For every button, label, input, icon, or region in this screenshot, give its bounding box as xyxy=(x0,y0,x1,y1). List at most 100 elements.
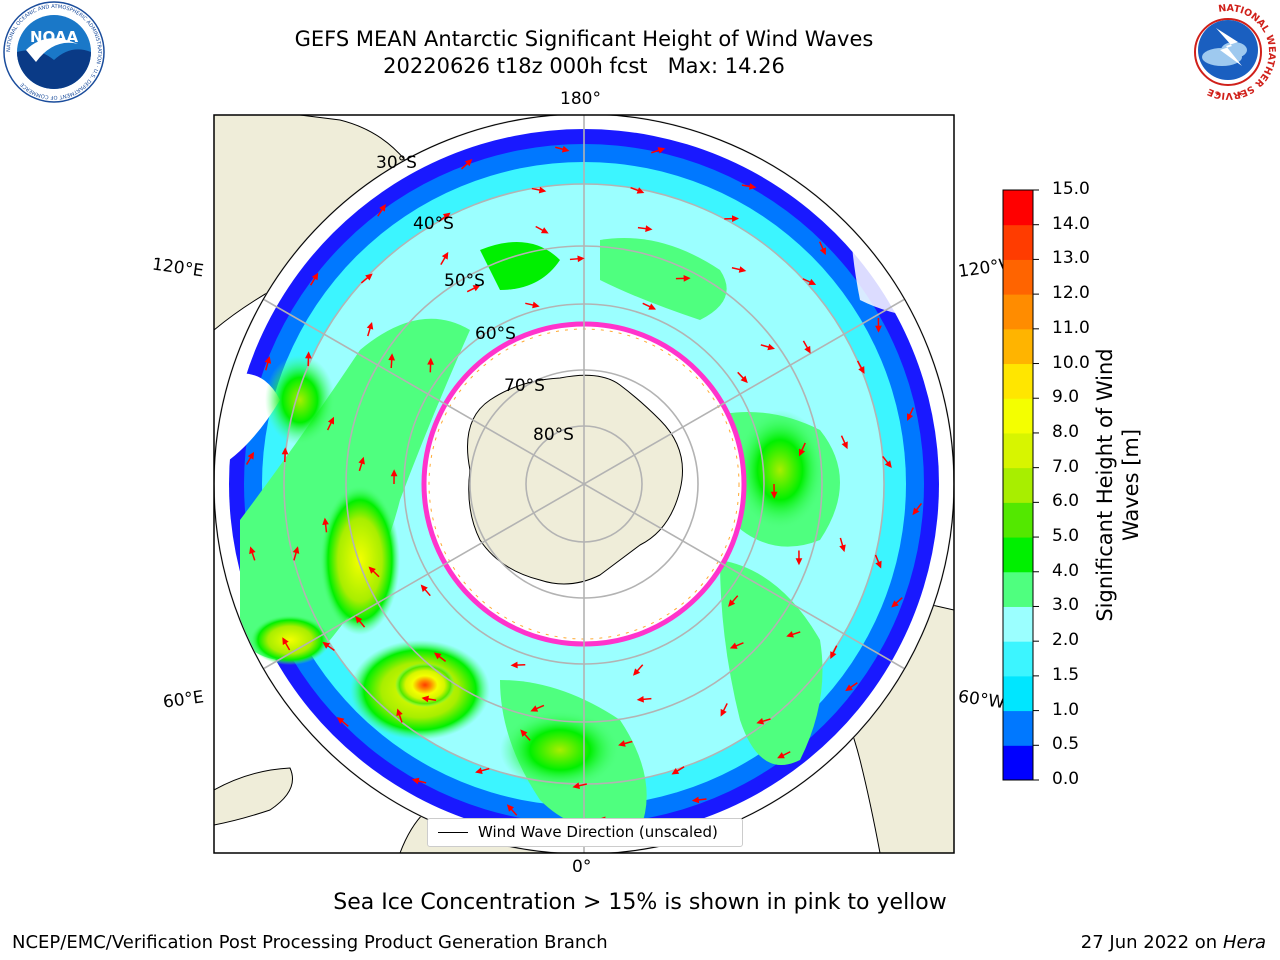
noaa-logo: NATIONAL OCEANIC AND ATMOSPHERIC ADMINIS… xyxy=(3,1,105,103)
wave-direction-arrowhead xyxy=(777,752,785,759)
wave-direction-arrowhead xyxy=(618,740,626,747)
colorbar-segment xyxy=(1003,363,1033,399)
lat-label-80s: 80°S xyxy=(533,425,574,445)
date-text: 27 Jun 2022 on Hera xyxy=(1081,932,1266,953)
wave-direction-arrowhead xyxy=(396,708,403,717)
wave-direction-arrowhead xyxy=(472,285,481,292)
date-value: 27 Jun 2022 on xyxy=(1080,932,1218,953)
wave-direction-arrowhead xyxy=(839,544,846,553)
wave-direction-arrowhead xyxy=(875,325,882,333)
wave-direction-arrowhead xyxy=(845,684,853,692)
wave-direction-arrowhead xyxy=(731,215,740,223)
legend-label: Wind Wave Direction (unscaled) xyxy=(478,823,718,841)
wave-direction-arrowhead xyxy=(808,278,817,286)
wave-direction-arrowhead xyxy=(657,147,666,154)
wave-direction-arrowhead xyxy=(671,767,680,775)
colorbar-tick-label: 0.0 xyxy=(1052,769,1080,789)
wave-direction-arrowhead xyxy=(633,668,641,676)
colorbar-segment xyxy=(1003,606,1033,642)
wave-direction-arrowhead xyxy=(770,491,778,499)
map-subtitle: 20220626 t18z 000h fcst Max: 14.26 xyxy=(383,54,785,78)
colorbar-segment xyxy=(1003,537,1033,573)
colorbar-tick-label: 4.0 xyxy=(1052,560,1080,581)
wave-direction-arrowhead xyxy=(748,183,757,190)
lat-label-50s: 50°S xyxy=(444,271,485,291)
colorbar-segment xyxy=(1003,467,1033,503)
sea-ice-note: Sea Ice Concentration > 15% is shown in … xyxy=(333,890,947,915)
wave-direction-arrowhead xyxy=(648,303,657,310)
wave-direction-arrowhead xyxy=(891,600,899,608)
colorbar-tick-label: 11.0 xyxy=(1052,317,1090,338)
lat-label-70s: 70°S xyxy=(504,376,545,396)
wave-direction-arrowhead xyxy=(506,804,515,812)
wave-direction-arrowhead xyxy=(305,351,312,359)
wave-direction-arrowhead xyxy=(358,456,365,465)
wave-direction-arrowhead xyxy=(561,145,570,153)
colorbar-tick-label: 12.0 xyxy=(1052,283,1090,304)
host-name: Hera xyxy=(1222,932,1266,953)
wave-direction-arrowhead xyxy=(906,413,914,422)
colorbar-tick-label: 0.5 xyxy=(1052,734,1080,755)
wave-direction-arrowhead xyxy=(322,517,329,525)
wave-direction-arrowhead xyxy=(636,187,645,194)
colorbar-segment xyxy=(1003,710,1033,746)
wave-direction-arrowhead xyxy=(720,708,727,717)
wave-direction-arrowhead xyxy=(433,652,442,660)
wave-direction-arrowhead xyxy=(368,566,376,574)
wave-direction-arrowhead xyxy=(281,447,289,455)
wave-direction-arrowhead xyxy=(841,441,848,450)
colorbar-tick-label: 5.0 xyxy=(1052,526,1080,547)
colorbar-segment xyxy=(1003,641,1033,677)
wave-direction-arrowhead xyxy=(858,366,865,374)
wave-direction-arrowhead xyxy=(411,777,420,785)
wave-direction-arrowhead xyxy=(379,203,386,212)
colorbar-segment xyxy=(1003,745,1033,781)
wave-direction-arrowhead xyxy=(532,301,540,309)
wave-direction-arrowhead xyxy=(264,356,272,364)
colorbar-segment xyxy=(1003,190,1033,226)
colorbar-title-line2: Waves [m] xyxy=(1119,428,1143,542)
colorbar-tick-label: 1.5 xyxy=(1052,664,1080,685)
colorbar-segment xyxy=(1003,224,1033,260)
wave-direction-arrowhead xyxy=(464,159,473,167)
lon-label-0: 0° xyxy=(572,857,592,877)
lat-label-30s: 30°S xyxy=(376,153,417,173)
wave-direction-arrowhead xyxy=(442,212,451,220)
colorbar-segment xyxy=(1003,259,1033,295)
colorbar-tick-label: 8.0 xyxy=(1052,421,1080,442)
wave-direction-arrowhead xyxy=(510,661,518,669)
wave-direction-arrowhead xyxy=(912,507,920,516)
wave-direction-arrowhead xyxy=(427,357,434,365)
wave-direction-arrowhead xyxy=(475,767,483,774)
colorbar-segment xyxy=(1003,502,1033,538)
colorbar-tick-label: 2.0 xyxy=(1052,630,1080,651)
colorbar-segment xyxy=(1003,432,1033,469)
colorbar-segment xyxy=(1003,398,1033,434)
wave-direction-arrowhead xyxy=(365,273,373,281)
wave-direction-arrowhead xyxy=(540,227,549,234)
colorbar-border xyxy=(1002,189,1034,781)
wave-direction-arrowhead xyxy=(740,375,748,384)
colorbar-tick-label: 9.0 xyxy=(1052,387,1080,408)
legend-line-swatch xyxy=(438,832,468,833)
wave-direction-arrowhead xyxy=(636,695,644,703)
wave-direction-arrowhead xyxy=(441,251,449,260)
wave-direction-arrowhead xyxy=(729,642,738,649)
lon-label-180: 180° xyxy=(560,89,601,109)
colorbar-segment xyxy=(1003,328,1033,365)
colorbar-tick-label: 13.0 xyxy=(1052,248,1090,269)
wave-direction-arrowhead xyxy=(421,695,429,703)
colorbar-tick-label: 15.0 xyxy=(1052,179,1090,199)
wave-direction-arrowhead xyxy=(520,729,528,737)
colorbar-segment xyxy=(1003,294,1033,330)
wave-direction-arrowhead xyxy=(322,641,331,649)
map-legend: Wind Wave Direction (unscaled) xyxy=(427,818,743,847)
colorbar-title-line1: Significant Height of Wind xyxy=(1093,348,1117,622)
colorbar-tick-label: 3.0 xyxy=(1052,595,1080,616)
colorbar-tick-label: 10.0 xyxy=(1052,352,1090,373)
wave-direction-arrowhead xyxy=(875,560,882,569)
wave-direction-arrowhead xyxy=(756,717,765,725)
wave-direction-arrowhead xyxy=(804,345,811,354)
wave-direction-arrowhead xyxy=(819,247,826,256)
